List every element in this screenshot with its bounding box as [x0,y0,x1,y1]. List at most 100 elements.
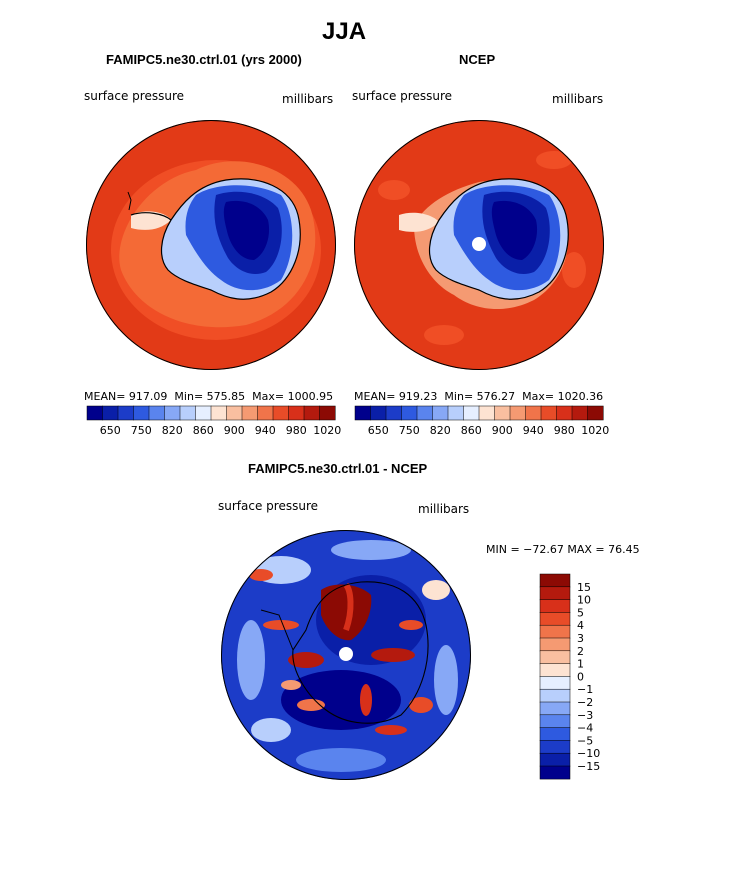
right-colorbar-swatch [509,405,527,421]
left-mean-value: 917.09 [128,390,168,403]
diff-colorbar-tick-label: 1 [577,658,584,671]
left-variable-label: surface pressure [84,89,184,103]
right-colorbar-swatch [432,405,449,421]
diff-colorbar-swatch [539,586,571,601]
right-colorbar-swatch [447,405,465,421]
left-colorbar-swatch [303,405,321,421]
left-colorbar-swatch [257,405,274,421]
right-colorbar-swatch [494,405,511,421]
left-colorbar-swatch [117,405,135,421]
right-colorbar-swatch [571,405,589,421]
right-max-label: Max= [522,390,555,403]
right-colorbar-tick-label: 980 [554,424,575,437]
right-units-label: millibars [552,92,604,106]
diff-colorbar-swatch [539,676,571,690]
diff-variable-label: surface pressure [218,499,318,513]
right-panel-title: NCEP [459,52,496,67]
diff-colorbar-tick-label: −3 [577,709,593,722]
left-colorbar-tick-label: 900 [224,424,245,437]
right-colorbar-swatch [478,405,496,421]
left-colorbar-tick-label: 750 [131,424,152,437]
left-colorbar-swatch [102,405,119,421]
diff-colorbar-swatch [539,663,571,677]
right-mean-value: 919.23 [398,390,438,403]
left-max-value: 1000.95 [287,390,334,403]
right-colorbar-tick-label: 1020 [581,424,609,437]
left-colorbar-tick-label: 980 [286,424,307,437]
diff-colorbar-tick-label: −15 [577,760,600,773]
right-colorbar-swatch [354,405,372,421]
left-colorbar-swatch [179,405,197,421]
left-max-label: Max= [252,390,285,403]
diff-colorbar-swatch [539,727,571,741]
diff-colorbar-tick-label: 0 [577,670,584,683]
left-colorbar-swatch [288,405,305,421]
diff-colorbar-tick-label: 10 [577,594,591,607]
right-colorbar-swatch [587,405,604,421]
left-colorbar-swatch [164,405,181,421]
right-min-label: Min= [444,390,474,403]
diff-colorbar-swatch [539,752,571,767]
diff-colorbar-tick-label: 2 [577,645,584,658]
left-min-label: Min= [174,390,204,403]
left-polar-map [86,120,336,370]
left-colorbar-swatch [148,405,166,421]
diff-colorbar-tick-label: −2 [577,696,593,709]
left-colorbar-swatch [195,405,212,421]
left-colorbar-tick-label: 820 [162,424,183,437]
right-polar-map [354,120,604,370]
diff-units-label: millibars [418,502,470,516]
diff-colorbar-swatch [539,714,571,729]
diff-colorbar-tick-label: −4 [577,722,593,735]
diff-colorbar-swatch [539,637,571,652]
diff-colorbar-swatch [539,765,571,780]
left-colorbar-swatch [133,405,150,421]
right-stats: MEAN= 919.23 Min= 576.27 Max= 1020.36 [354,390,603,403]
diff-colorbar-swatch [539,650,571,665]
right-colorbar-swatch [416,405,434,421]
right-colorbar-swatch [540,405,558,421]
diff-colorbar-swatch [539,701,571,716]
diff-colorbar-tick-label: 5 [577,606,584,619]
right-colorbar-tick-label: 820 [430,424,451,437]
left-colorbar-swatch [226,405,243,421]
right-max-value: 1020.36 [557,390,604,403]
right-colorbar-tick-label: 650 [368,424,389,437]
left-colorbar-swatch [86,405,104,421]
left-colorbar: 650 750 820 860 900 940 980 1020 [86,405,341,437]
diff-colorbar-swatch [539,612,571,626]
left-colorbar-tick-label: 650 [100,424,121,437]
right-colorbar-tick-label: 860 [461,424,482,437]
left-min-value: 575.85 [206,390,246,403]
right-colorbar-swatch [385,405,403,421]
left-colorbar-tick-label: 940 [255,424,276,437]
diff-colorbar-tick-label: −1 [577,683,593,696]
right-colorbar-tick-label: 750 [399,424,420,437]
right-colorbar-swatch [556,405,573,421]
right-colorbar-swatch [525,405,542,421]
right-colorbar: 650 750 820 860 900 940 980 1020 [354,405,609,437]
diff-colorbar-tick-label: −5 [577,734,593,747]
right-colorbar-swatch [463,405,480,421]
left-units-label: millibars [282,92,334,106]
right-variable-label: surface pressure [352,89,452,103]
right-colorbar-swatch [401,405,418,421]
left-colorbar-swatch [272,405,290,421]
diff-colorbar-swatch [539,740,571,754]
diff-colorbar-tick-label: 4 [577,619,584,632]
left-colorbar-swatch [210,405,228,421]
diff-colorbar-swatch [539,599,571,613]
diff-polar-map [221,530,471,780]
diff-colorbar-swatch [539,688,571,703]
diff-colorbar-tick-label: −10 [577,747,600,760]
left-colorbar-swatch [241,405,259,421]
left-panel-title: FAMIPC5.ne30.ctrl.01 (yrs 2000) [106,52,302,67]
diff-stats: MIN = −72.67 MAX = 76.45 [486,543,640,556]
left-mean-label: MEAN= [84,390,126,403]
left-colorbar-tick-label: 860 [193,424,214,437]
diff-panel-title: FAMIPC5.ne30.ctrl.01 - NCEP [248,461,428,476]
right-colorbar-swatch [370,405,387,421]
diff-colorbar-swatch [539,624,571,639]
left-colorbar-tick-label: 1020 [313,424,341,437]
